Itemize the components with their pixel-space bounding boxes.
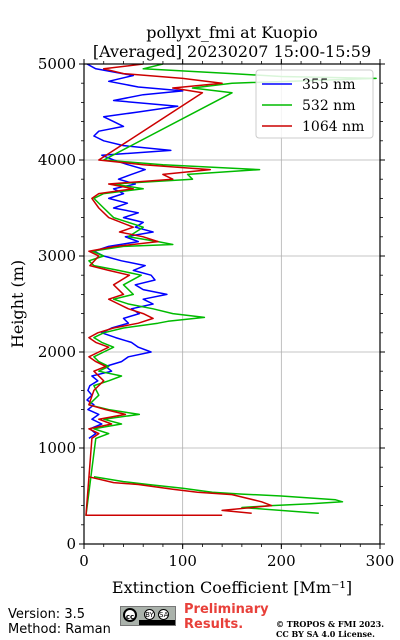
copyright-line1: © TROPOS & FMI 2023. [276, 619, 385, 629]
series-line-532-nm [85, 64, 377, 516]
chart-title-line2: [Averaged] 20230207 15:00-15:59 [93, 42, 371, 61]
cc-license-badge: cc BY SA [120, 606, 176, 626]
badge-strip [139, 620, 175, 625]
legend-label: 355 nm [302, 77, 355, 93]
method-text: Method: Raman [8, 622, 111, 637]
copyright-line2: CC BY SA 4.0 License. [276, 629, 375, 639]
x-tick-label: 0 [79, 552, 89, 570]
series-layer [85, 64, 377, 516]
y-axis-label: Height (m) [8, 260, 27, 348]
legend-label: 1064 nm [302, 119, 364, 135]
cc-icon: cc [123, 608, 137, 622]
preliminary-line2: Results. [184, 617, 244, 632]
copyright-note: © TROPOS & FMI 2023. CC BY SA 4.0 Licens… [276, 619, 384, 639]
plot-frame [83, 63, 381, 545]
y-tick-label: 5000 [38, 55, 76, 73]
x-tick-label: 300 [366, 552, 395, 570]
series-line-1064-nm [88, 476, 273, 515]
chart-title-line1: pollyxt_fmi at Kuopio [146, 23, 317, 42]
y-tick-label: 2000 [38, 343, 76, 361]
x-tick-label: 200 [267, 552, 296, 570]
legend-label: 532 nm [302, 98, 355, 114]
version-text: Version: 3.5 [8, 607, 85, 622]
legend: 355 nm 532 nm 1064 nm [255, 69, 374, 139]
y-tick-label: 3000 [38, 247, 76, 265]
series-line-1064-nm [85, 64, 223, 516]
x-axis-label: Extinction Coefficient [Mm⁻¹] [112, 578, 352, 597]
preliminary-results-note: Preliminary Results. [184, 602, 269, 632]
sa-icon: SA [158, 609, 169, 620]
series-line-532-nm [93, 476, 344, 515]
preliminary-line1: Preliminary [184, 602, 269, 617]
y-tick-label: 1000 [38, 439, 76, 457]
x-tick-label: 100 [168, 552, 197, 570]
y-tick-label: 0 [66, 535, 76, 553]
by-icon: BY [144, 609, 155, 620]
legend-box [255, 69, 374, 139]
y-tick-label: 4000 [38, 151, 76, 169]
